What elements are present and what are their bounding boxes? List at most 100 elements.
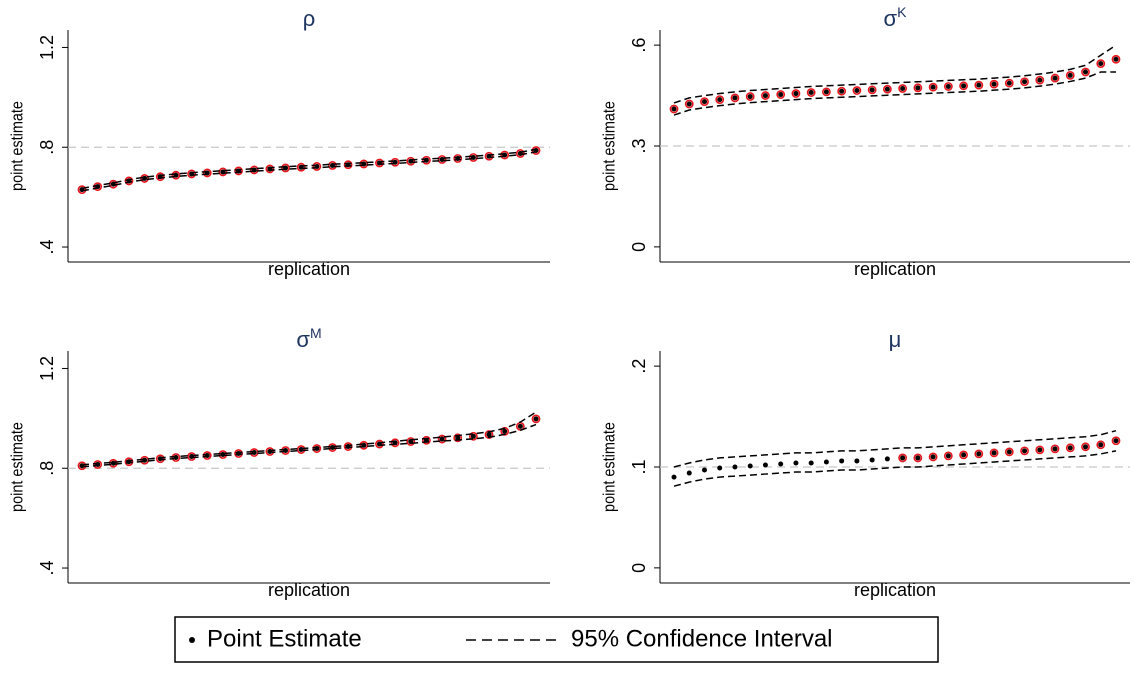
point-circle [867,85,877,95]
point-estimate [1098,61,1104,67]
point-estimate [470,433,476,439]
point-estimate [251,167,257,173]
point-estimate [1067,445,1073,451]
point-estimate [900,455,906,461]
legend-dot [189,637,195,643]
chart-title: σM [296,325,321,352]
point-circle [898,84,908,93]
point-circle [959,81,968,91]
point-circle [913,83,923,93]
point-circle [669,104,679,114]
point-circle [1004,78,1014,88]
point-estimate [778,461,784,467]
point-circle [745,92,755,101]
point-circle [928,82,938,92]
point-circle [296,162,306,172]
confidence-bound [673,429,1117,468]
point-estimate [991,450,997,456]
point-estimate [747,463,753,469]
title-superscript: K [897,4,907,20]
point-circle [468,153,478,162]
point-estimate [945,83,951,89]
y-tick-label: .3 [629,138,649,153]
point-estimate [823,459,829,465]
y-tick-label: .2 [629,359,649,374]
point-circle [500,150,510,160]
point-estimate [717,97,723,103]
confidence-bound [81,148,537,190]
point-estimate [439,436,445,442]
point-estimate [854,88,860,94]
point-estimate [329,445,335,451]
point-circle [959,450,968,460]
point-estimate [869,87,875,93]
point-circle [484,430,494,439]
point-circle [700,97,709,107]
point-estimate [747,94,753,100]
y-tick-label: 0 [629,242,649,252]
point-circle [343,442,353,451]
point-circle [328,443,337,452]
point-estimate [793,91,799,97]
point-circle [715,95,725,104]
title-text: ρ [303,6,316,31]
y-axis-label: point estimate [600,101,618,191]
point-estimate [142,175,148,181]
point-estimate [808,90,814,96]
y-tick-label: .4 [37,240,57,255]
point-estimate [961,83,967,89]
point-estimate [762,462,768,468]
point-estimate [1098,442,1104,448]
point-circle [852,86,862,95]
point-circle [375,439,384,449]
point-estimate [1006,449,1012,455]
title-text: σ [884,6,898,31]
point-circle [202,168,212,178]
point-circle [1081,67,1090,77]
point-estimate [517,423,523,429]
confidence-bound [81,423,537,468]
point-circle [453,433,463,443]
point-circle [406,156,416,166]
x-axis-label: replication [854,580,936,600]
confidence-bound [81,151,537,192]
point-estimate [220,452,226,458]
point-estimate [686,101,692,107]
point-circle [1020,446,1029,456]
point-circle [1004,447,1014,457]
confidence-bound [673,450,1117,487]
point-circle [390,157,400,167]
point-circle [343,160,353,170]
point-circle [1111,436,1121,446]
point-circle [359,159,369,169]
point-estimate [1052,75,1058,81]
point-circle [913,453,923,463]
point-circle [943,82,953,91]
point-estimate [854,458,860,464]
point-estimate [1037,447,1043,453]
point-circle [296,445,306,454]
point-estimate [1113,56,1119,62]
point-estimate [1037,77,1043,83]
point-estimate [1006,80,1012,86]
point-estimate [1052,446,1058,452]
point-estimate [1067,72,1073,78]
point-circle [776,90,786,99]
legend-box [174,616,939,663]
point-estimate [686,470,692,476]
point-circle [218,450,228,459]
title-text: σ [296,327,310,352]
point-circle [406,437,416,446]
point-estimate [823,89,829,95]
point-circle [312,444,322,453]
point-estimate [1113,438,1119,444]
point-circle [1050,444,1060,454]
x-axis-label: replication [268,259,350,279]
y-axis-label: point estimate [8,422,26,512]
point-estimate [1022,79,1028,85]
point-estimate [486,432,492,438]
point-circle [187,452,196,461]
point-circle [989,79,999,89]
point-circle [202,451,212,460]
point-estimate [701,99,707,105]
